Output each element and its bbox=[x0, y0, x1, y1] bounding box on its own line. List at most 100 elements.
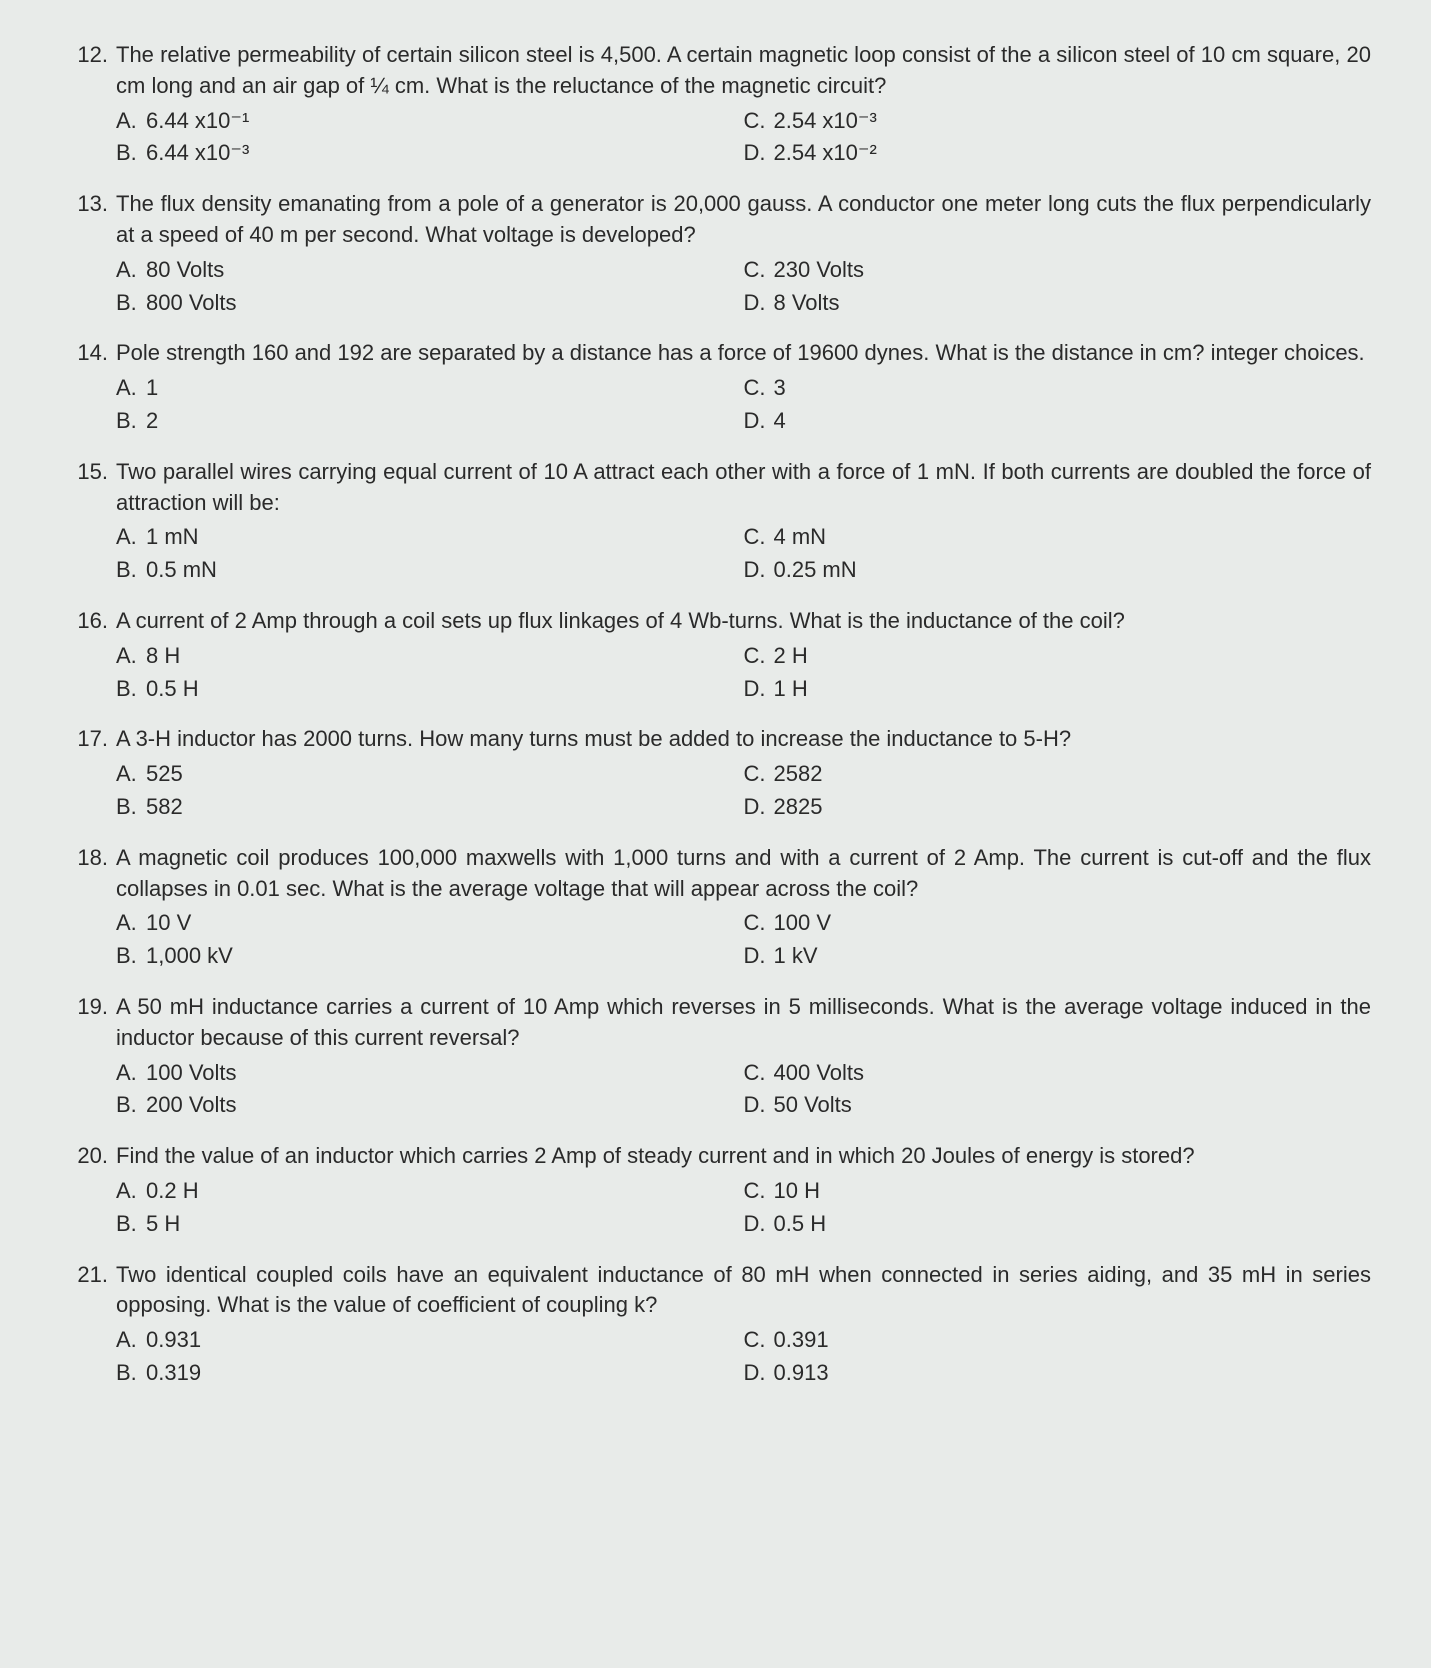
choices-right-column: C.0.391D.0.913 bbox=[744, 1325, 1372, 1391]
choices: A.6.44 x10⁻¹B.6.44 x10⁻³C.2.54 x10⁻³D.2.… bbox=[116, 106, 1371, 172]
choice-label: C. bbox=[744, 1176, 774, 1207]
question-row: 14.Pole strength 160 and 192 are separat… bbox=[60, 338, 1371, 369]
question-number: 13. bbox=[60, 189, 116, 220]
choice-label: D. bbox=[744, 1209, 774, 1240]
choice: C.2 H bbox=[744, 641, 1372, 672]
choice-value: 8 H bbox=[146, 641, 744, 672]
choice-value: 0.2 H bbox=[146, 1176, 744, 1207]
choice-value: 230 Volts bbox=[774, 255, 1372, 286]
choice-value: 200 Volts bbox=[146, 1090, 744, 1121]
choice-label: A. bbox=[116, 908, 146, 939]
choice-value: 0.913 bbox=[774, 1358, 1372, 1389]
choice: C.3 bbox=[744, 373, 1372, 404]
choice-label: B. bbox=[116, 288, 146, 319]
choice-label: B. bbox=[116, 1358, 146, 1389]
question-row: 16.A current of 2 Amp through a coil set… bbox=[60, 606, 1371, 637]
question-number: 17. bbox=[60, 724, 116, 755]
question-row: 12.The relative permeability of certain … bbox=[60, 40, 1371, 102]
choice: C.10 H bbox=[744, 1176, 1372, 1207]
choice: B.0.5 mN bbox=[116, 555, 744, 586]
choice-value: 1 kV bbox=[774, 941, 1372, 972]
choice: B.1,000 kV bbox=[116, 941, 744, 972]
choice: A.100 Volts bbox=[116, 1058, 744, 1089]
choice-label: D. bbox=[744, 941, 774, 972]
choice: C.0.391 bbox=[744, 1325, 1372, 1356]
question-number: 14. bbox=[60, 338, 116, 369]
choice-value: 2.54 x10⁻³ bbox=[774, 106, 1372, 137]
question-text: Find the value of an inductor which carr… bbox=[116, 1141, 1371, 1172]
choices: A.0.931B.0.319C.0.391D.0.913 bbox=[116, 1325, 1371, 1391]
question-row: 17.A 3-H inductor has 2000 turns. How ma… bbox=[60, 724, 1371, 755]
choice-value: 6.44 x10⁻³ bbox=[146, 138, 744, 169]
choice-value: 582 bbox=[146, 792, 744, 823]
question: 21.Two identical coupled coils have an e… bbox=[60, 1260, 1371, 1391]
choice-value: 0.5 H bbox=[774, 1209, 1372, 1240]
choice-label: B. bbox=[116, 941, 146, 972]
choice: B.200 Volts bbox=[116, 1090, 744, 1121]
choice-label: C. bbox=[744, 522, 774, 553]
choice-label: C. bbox=[744, 1325, 774, 1356]
choice: D.0.25 mN bbox=[744, 555, 1372, 586]
choice: B.582 bbox=[116, 792, 744, 823]
choice-label: D. bbox=[744, 1090, 774, 1121]
choice: A.10 V bbox=[116, 908, 744, 939]
question: 14.Pole strength 160 and 192 are separat… bbox=[60, 338, 1371, 438]
choice: C.230 Volts bbox=[744, 255, 1372, 286]
choice: D.0.5 H bbox=[744, 1209, 1372, 1240]
choices-left-column: A.100 VoltsB.200 Volts bbox=[116, 1058, 744, 1124]
question-row: 19.A 50 mH inductance carries a current … bbox=[60, 992, 1371, 1054]
choice-label: A. bbox=[116, 522, 146, 553]
choice: C.2.54 x10⁻³ bbox=[744, 106, 1372, 137]
choice-label: A. bbox=[116, 1325, 146, 1356]
choice-value: 1 bbox=[146, 373, 744, 404]
choice-value: 1 mN bbox=[146, 522, 744, 553]
question: 12.The relative permeability of certain … bbox=[60, 40, 1371, 171]
question: 19.A 50 mH inductance carries a current … bbox=[60, 992, 1371, 1123]
choice-value: 100 V bbox=[774, 908, 1372, 939]
choice: C.100 V bbox=[744, 908, 1372, 939]
choice-value: 100 Volts bbox=[146, 1058, 744, 1089]
question-text: A 50 mH inductance carries a current of … bbox=[116, 992, 1371, 1054]
choice-label: C. bbox=[744, 106, 774, 137]
choice-label: A. bbox=[116, 1176, 146, 1207]
choice: A.525 bbox=[116, 759, 744, 790]
question-number: 18. bbox=[60, 843, 116, 874]
question-text: The flux density emanating from a pole o… bbox=[116, 189, 1371, 251]
question-text: A 3-H inductor has 2000 turns. How many … bbox=[116, 724, 1371, 755]
choice-label: C. bbox=[744, 759, 774, 790]
choice: C.4 mN bbox=[744, 522, 1372, 553]
choices-right-column: C.10 HD.0.5 H bbox=[744, 1176, 1372, 1242]
choice-label: B. bbox=[116, 406, 146, 437]
choice-label: D. bbox=[744, 138, 774, 169]
choice: A.80 Volts bbox=[116, 255, 744, 286]
question-text: Two identical coupled coils have an equi… bbox=[116, 1260, 1371, 1322]
question-text: A magnetic coil produces 100,000 maxwell… bbox=[116, 843, 1371, 905]
choice: D.1 H bbox=[744, 674, 1372, 705]
question: 17.A 3-H inductor has 2000 turns. How ma… bbox=[60, 724, 1371, 824]
choice-label: B. bbox=[116, 555, 146, 586]
choices-left-column: A.1 mNB.0.5 mN bbox=[116, 522, 744, 588]
choice-label: D. bbox=[744, 1358, 774, 1389]
choice-label: A. bbox=[116, 106, 146, 137]
choice: B.5 H bbox=[116, 1209, 744, 1240]
question: 16.A current of 2 Amp through a coil set… bbox=[60, 606, 1371, 706]
choice: D.4 bbox=[744, 406, 1372, 437]
choice-value: 4 bbox=[774, 406, 1372, 437]
question-number: 19. bbox=[60, 992, 116, 1023]
choice-label: A. bbox=[116, 1058, 146, 1089]
choice-label: A. bbox=[116, 641, 146, 672]
choice: D.1 kV bbox=[744, 941, 1372, 972]
choices-right-column: C.3D.4 bbox=[744, 373, 1372, 439]
choice-label: B. bbox=[116, 792, 146, 823]
choice: C.400 Volts bbox=[744, 1058, 1372, 1089]
choice-value: 80 Volts bbox=[146, 255, 744, 286]
question-text: Pole strength 160 and 192 are separated … bbox=[116, 338, 1371, 369]
choices-right-column: C.230 VoltsD.8 Volts bbox=[744, 255, 1372, 321]
choice: A.8 H bbox=[116, 641, 744, 672]
choices-left-column: A.10 VB.1,000 kV bbox=[116, 908, 744, 974]
question-number: 21. bbox=[60, 1260, 116, 1291]
choice-value: 2 bbox=[146, 406, 744, 437]
choice: B.2 bbox=[116, 406, 744, 437]
choice-value: 400 Volts bbox=[774, 1058, 1372, 1089]
choice-value: 10 V bbox=[146, 908, 744, 939]
